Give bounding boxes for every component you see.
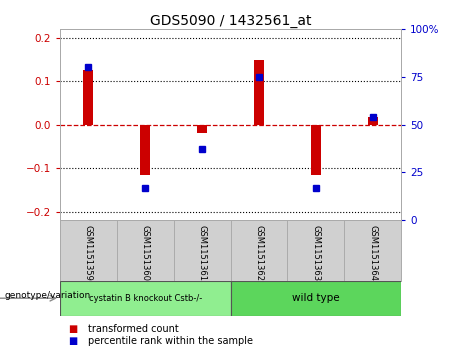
Text: cystatin B knockout Cstb-/-: cystatin B knockout Cstb-/-: [89, 294, 202, 303]
Text: genotype/variation: genotype/variation: [5, 291, 91, 300]
Bar: [367, 117, 378, 125]
Text: ■: ■: [69, 323, 82, 334]
Bar: [197, 125, 207, 133]
Text: transformed count: transformed count: [88, 323, 178, 334]
Bar: [311, 125, 321, 175]
Text: GSM1151359: GSM1151359: [84, 225, 93, 281]
Text: GSM1151360: GSM1151360: [141, 225, 150, 281]
Bar: [254, 60, 264, 125]
Bar: [140, 125, 150, 175]
Bar: [83, 70, 94, 125]
Text: wild type: wild type: [292, 293, 340, 303]
Bar: [60, 281, 230, 316]
Text: GSM1151362: GSM1151362: [254, 225, 263, 281]
Text: percentile rank within the sample: percentile rank within the sample: [88, 336, 253, 346]
Bar: [230, 281, 401, 316]
Text: GSM1151361: GSM1151361: [198, 225, 207, 281]
Text: ■: ■: [69, 336, 82, 346]
Text: GSM1151363: GSM1151363: [311, 225, 320, 281]
Title: GDS5090 / 1432561_at: GDS5090 / 1432561_at: [150, 14, 311, 28]
Text: GSM1151364: GSM1151364: [368, 225, 377, 281]
